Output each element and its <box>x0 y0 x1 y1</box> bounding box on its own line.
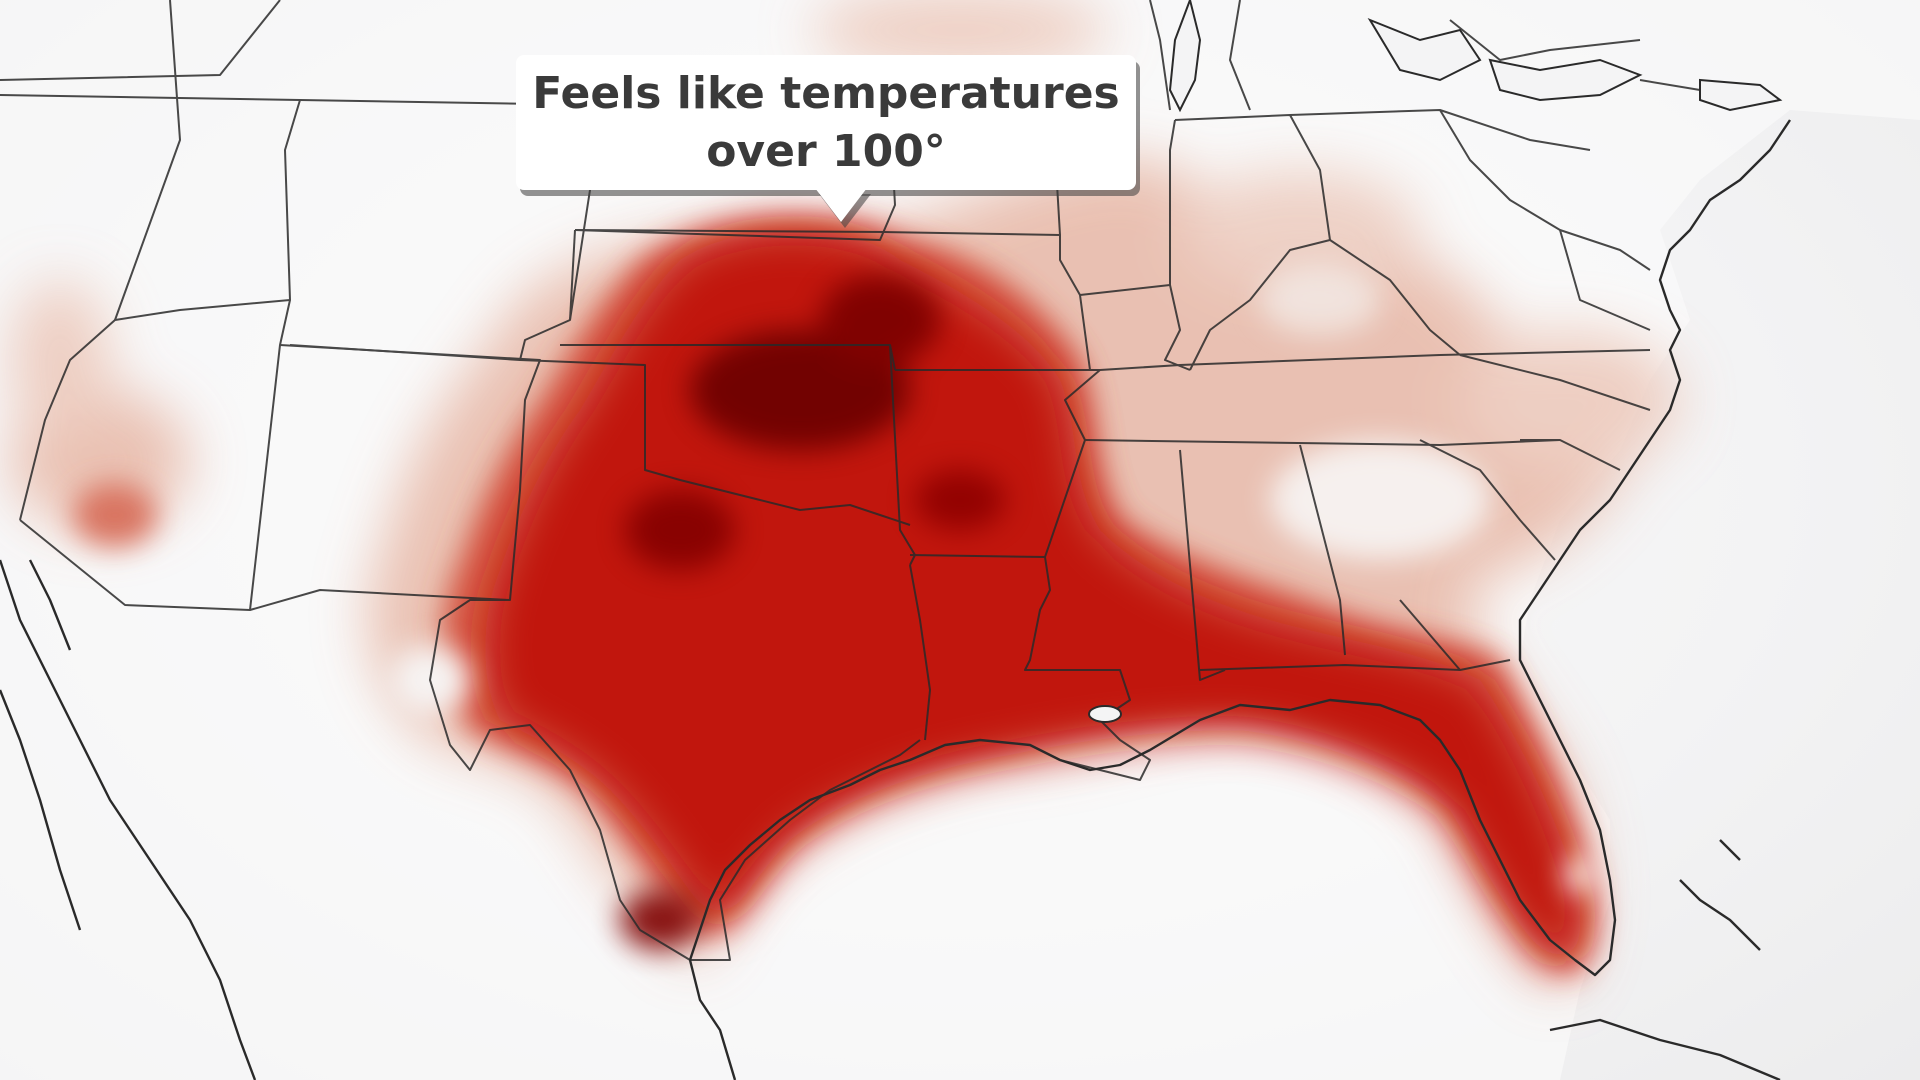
coastlines <box>0 119 1791 1080</box>
state-boundaries <box>0 0 1761 961</box>
lakes <box>1088 0 1783 723</box>
cool-pockets <box>390 265 1594 893</box>
map-title: Feels like temperatures over 100° <box>532 67 1120 177</box>
map-title-callout: Feels like temperatures over 100° <box>516 55 1136 190</box>
callout-pointer <box>815 188 867 222</box>
heat-layer-extreme <box>620 275 1005 950</box>
